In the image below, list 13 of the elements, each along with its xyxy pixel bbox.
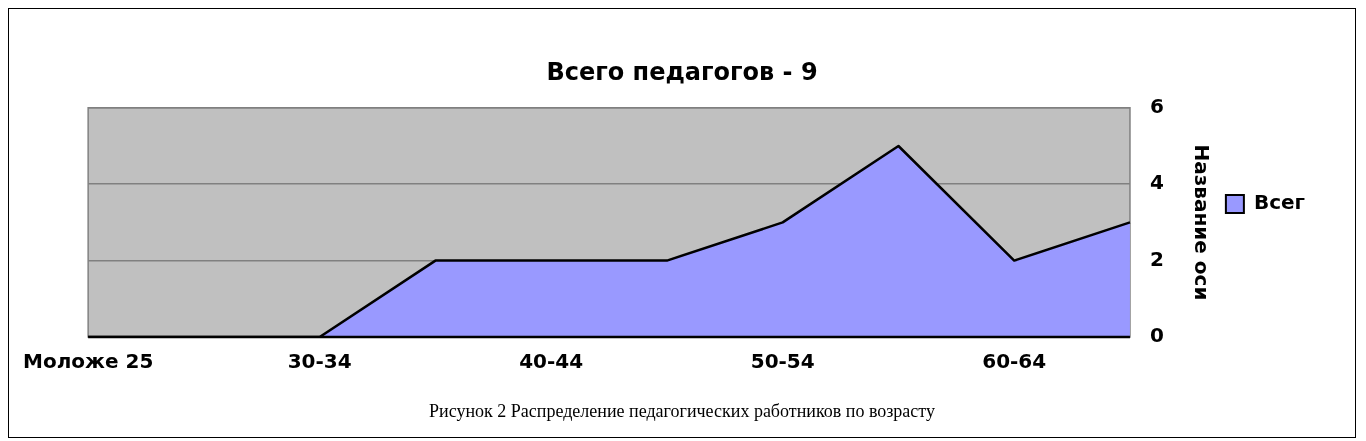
x-tick-label: 50-54 <box>750 349 815 374</box>
y-tick-label: 4 <box>1149 170 1164 195</box>
y-tick-label: 2 <box>1149 246 1164 271</box>
x-tick-label: Моложе 25 <box>23 349 154 374</box>
y-tick-label: 6 <box>1149 94 1164 118</box>
x-tick-label: 60-64 <box>982 349 1047 374</box>
y-axis-title: Название оси <box>1189 144 1214 301</box>
x-tick-label: 30-34 <box>287 349 352 374</box>
text: Рисунок 2 Распределение педагогических работников по возрасту <box>428 401 936 422</box>
legend-label: Всег <box>1253 190 1306 215</box>
y-tick-label: 0 <box>1149 323 1164 348</box>
chart-title: Всего педагогов - 9 <box>546 57 818 86</box>
x-tick-label: 40-44 <box>519 349 584 374</box>
